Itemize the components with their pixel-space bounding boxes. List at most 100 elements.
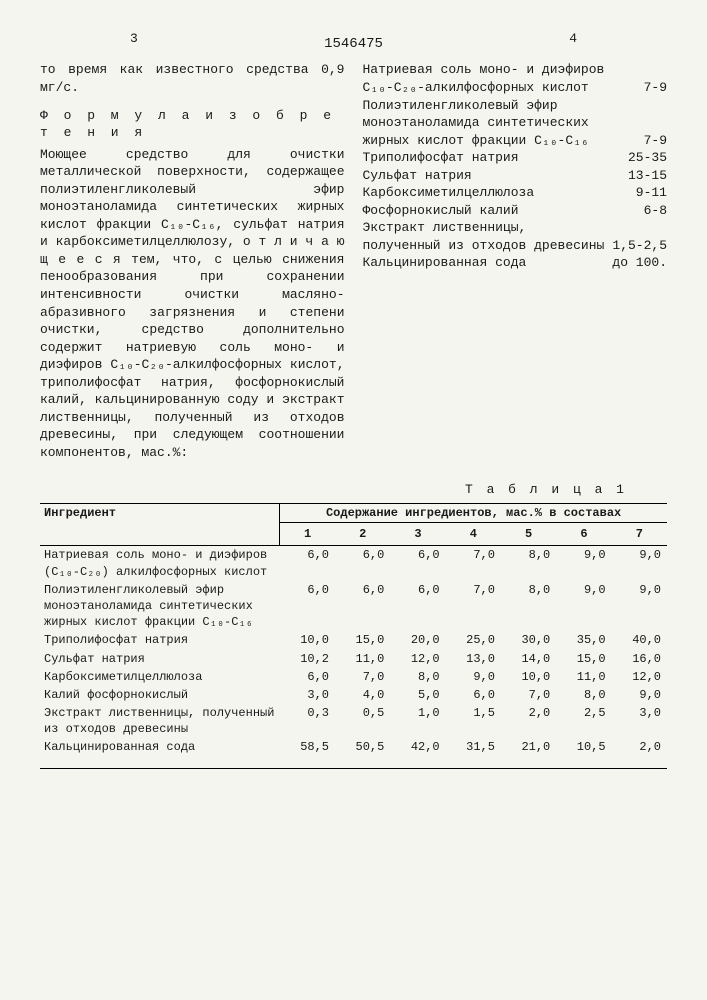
ingredient-value: 25,0 <box>446 631 501 649</box>
ingredient-value: 9,0 <box>612 581 667 632</box>
component-row: Экстракт лиственницы, полученный из отхо… <box>363 219 668 254</box>
table-row: Карбоксиметилцеллюлоза6,07,08,09,010,011… <box>40 668 667 686</box>
table-row: Сульфат натрия10,211,012,013,014,015,016… <box>40 650 667 668</box>
ingredient-value: 12,0 <box>390 650 445 668</box>
ingredient-value: 35,0 <box>556 631 611 649</box>
ingredient-value: 8,0 <box>501 581 556 632</box>
component-name: Сульфат натрия <box>363 167 608 185</box>
ingredient-name: Экстракт лиственницы, полученный из отхо… <box>40 704 280 738</box>
column-number: 1 <box>280 523 335 546</box>
component-row: Кальцинированная содадо 100. <box>363 254 668 272</box>
ingredient-name: Калий фосфорнокислый <box>40 686 280 704</box>
ingredient-value: 4,0 <box>335 686 390 704</box>
ingredient-value: 2,0 <box>612 738 667 756</box>
ingredient-name: Карбоксиметилцеллюлоза <box>40 668 280 686</box>
component-row: Натриевая соль моно- и диэфиров C₁₀-C₂₀-… <box>363 61 668 96</box>
ingredient-value: 31,5 <box>446 738 501 756</box>
table-row: Калий фосфорнокислый3,04,05,06,07,08,09,… <box>40 686 667 704</box>
ingredient-value: 20,0 <box>390 631 445 649</box>
ingredient-value: 12,0 <box>612 668 667 686</box>
component-row: Карбоксиметилцеллюлоза9-11 <box>363 184 668 202</box>
ingredient-value: 6,0 <box>280 546 335 581</box>
component-value: 9-11 <box>607 184 667 202</box>
ingredient-name: Сульфат натрия <box>40 650 280 668</box>
ingredient-value: 11,0 <box>335 650 390 668</box>
ingredient-value: 9,0 <box>612 686 667 704</box>
th-content: Содержание ингредиентов, мас.% в состава… <box>280 504 667 523</box>
column-number: 3 <box>390 523 445 546</box>
left-column: то время как известного средства 0,9 мг/… <box>40 61 345 467</box>
ingredient-value: 40,0 <box>612 631 667 649</box>
component-name: Триполифосфат натрия <box>363 149 608 167</box>
ingredient-value: 9,0 <box>446 668 501 686</box>
ingredient-value: 7,0 <box>335 668 390 686</box>
ingredient-value: 10,5 <box>556 738 611 756</box>
ingredient-value: 15,0 <box>556 650 611 668</box>
ingredient-name: Триполифосфат натрия <box>40 631 280 649</box>
ingredient-value: 9,0 <box>612 546 667 581</box>
component-row: Триполифосфат натрия25-35 <box>363 149 668 167</box>
ingredient-value: 10,0 <box>280 631 335 649</box>
ingredient-value: 7,0 <box>446 581 501 632</box>
table-row: Полиэтиленгликолевый эфир моноэтаноламид… <box>40 581 667 632</box>
ingredient-value: 10,2 <box>280 650 335 668</box>
table-row: Триполифосфат натрия10,015,020,025,030,0… <box>40 631 667 649</box>
ingredient-value: 58,5 <box>280 738 335 756</box>
ingredient-value: 1,0 <box>390 704 445 738</box>
column-number: 5 <box>501 523 556 546</box>
component-row: Сульфат натрия13-15 <box>363 167 668 185</box>
table-row: Натриевая соль моно- и диэфиров (C₁₀-C₂₀… <box>40 546 667 581</box>
ingredient-value: 3,0 <box>612 704 667 738</box>
component-name: Карбоксиметилцеллюлоза <box>363 184 608 202</box>
formula-title: Ф о р м у л а и з о б р е т е н и я <box>40 107 345 142</box>
ingredient-value: 6,0 <box>335 546 390 581</box>
ingredient-value: 2,5 <box>556 704 611 738</box>
ingredient-value: 6,0 <box>390 546 445 581</box>
column-number: 4 <box>446 523 501 546</box>
component-name: Экстракт лиственницы, полученный из отхо… <box>363 219 608 254</box>
ingredient-value: 7,0 <box>446 546 501 581</box>
component-value: до 100. <box>607 254 667 272</box>
ingredient-value: 6,0 <box>280 581 335 632</box>
ingredient-value: 11,0 <box>556 668 611 686</box>
ingredients-table: Ингредиент Содержание ингредиентов, мас.… <box>40 503 667 769</box>
column-number: 2 <box>335 523 390 546</box>
table-caption: Т а б л и ц а 1 <box>40 481 627 499</box>
ingredient-value: 15,0 <box>335 631 390 649</box>
column-number: 7 <box>612 523 667 546</box>
component-value: 6-8 <box>607 202 667 220</box>
component-name: Полиэтиленгликолевый эфир моноэтаноламид… <box>363 97 608 150</box>
component-name: Натриевая соль моно- и диэфиров C₁₀-C₂₀-… <box>363 61 608 96</box>
ingredient-value: 9,0 <box>556 546 611 581</box>
component-row: Фосфорнокислый калий6-8 <box>363 202 668 220</box>
ingredient-value: 5,0 <box>390 686 445 704</box>
ingredient-value: 42,0 <box>390 738 445 756</box>
page-right-num: 4 <box>569 30 577 48</box>
ingredient-value: 3,0 <box>280 686 335 704</box>
ingredient-value: 10,0 <box>501 668 556 686</box>
component-value: 7-9 <box>607 132 667 150</box>
component-row: Полиэтиленгликолевый эфир моноэтаноламид… <box>363 97 668 150</box>
page-left-num: 3 <box>130 30 138 48</box>
formula-body: Моющее средство для очистки металлическо… <box>40 146 345 462</box>
component-value: 7-9 <box>607 79 667 97</box>
table-row: Экстракт лиственницы, полученный из отхо… <box>40 704 667 738</box>
ingredient-value: 8,0 <box>556 686 611 704</box>
ingredient-value: 50,5 <box>335 738 390 756</box>
right-column: Натриевая соль моно- и диэфиров C₁₀-C₂₀-… <box>363 61 668 467</box>
th-ingredient: Ингредиент <box>40 504 280 546</box>
ingredient-value: 8,0 <box>390 668 445 686</box>
ingredient-value: 9,0 <box>556 581 611 632</box>
ingredient-value: 16,0 <box>612 650 667 668</box>
ingredient-value: 6,0 <box>446 686 501 704</box>
component-value: 1,5-2,5 <box>607 237 667 255</box>
table-row: Кальцинированная сода58,550,542,031,521,… <box>40 738 667 756</box>
ingredient-value: 6,0 <box>390 581 445 632</box>
ingredient-value: 0,5 <box>335 704 390 738</box>
component-value: 25-35 <box>607 149 667 167</box>
ingredient-value: 2,0 <box>501 704 556 738</box>
ingredient-value: 1,5 <box>446 704 501 738</box>
ingredient-value: 30,0 <box>501 631 556 649</box>
ingredient-value: 14,0 <box>501 650 556 668</box>
ingredient-name: Натриевая соль моно- и диэфиров (C₁₀-C₂₀… <box>40 546 280 581</box>
